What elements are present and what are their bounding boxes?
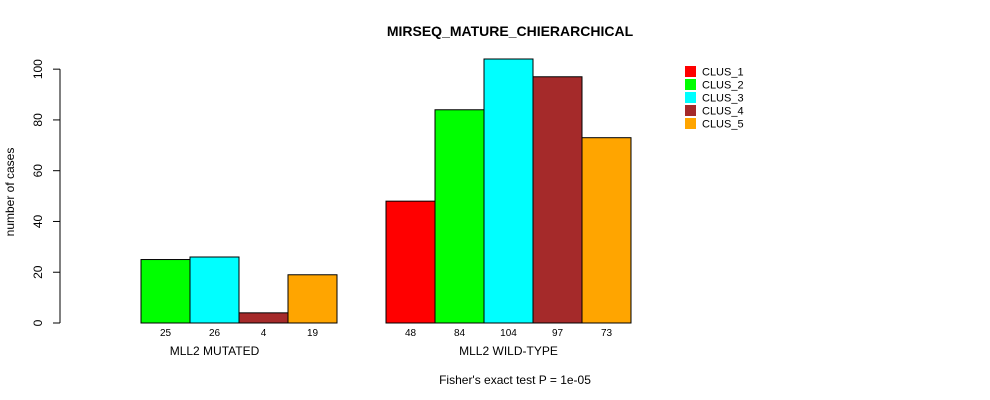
legend-label: CLUS_5 xyxy=(702,119,744,131)
bar-count-label: 4 xyxy=(261,328,267,339)
bar-clus_5-wild-type xyxy=(581,137,632,324)
legend-label: CLUS_3 xyxy=(702,93,744,105)
y-tick-label: 80 xyxy=(31,113,45,127)
bars xyxy=(140,58,632,324)
bar-clus_3-wild-type xyxy=(483,58,534,324)
y-tick-label: 40 xyxy=(31,214,45,228)
bar-clus_2-mutated xyxy=(140,259,191,324)
bar-clus_4-wild-type xyxy=(532,76,583,324)
bar-clus_5-mutated xyxy=(287,274,338,324)
group-label: MLL2 MUTATED xyxy=(170,344,260,358)
bar-count-label: 19 xyxy=(307,328,319,339)
bar-count-label: 25 xyxy=(160,328,172,339)
group-label: MLL2 WILD-TYPE xyxy=(459,344,558,358)
fisher-test-footnote: Fisher's exact test P = 1e-05 xyxy=(439,373,591,387)
bar-count-label: 73 xyxy=(601,328,613,339)
y-tick-label: 0 xyxy=(31,319,45,326)
y-tick-label: 100 xyxy=(31,59,45,79)
bar-clus_3-mutated xyxy=(189,256,240,324)
bar-clus_4-mutated xyxy=(238,312,289,324)
legend-swatch xyxy=(685,118,696,129)
y-tick-label: 60 xyxy=(31,164,45,178)
bar-count-label: 104 xyxy=(500,328,517,339)
legend-label: CLUS_4 xyxy=(702,106,744,118)
bar-clus_1-wild-type xyxy=(385,200,436,324)
group-labels: MLL2 MUTATED MLL2 WILD-TYPE xyxy=(170,344,558,358)
y-tick-label: 20 xyxy=(31,265,45,279)
chart-title: MIRSEQ_MATURE_CHIERARCHICAL xyxy=(387,23,634,39)
legend-label: CLUS_1 xyxy=(702,67,744,79)
bar-count-label: 97 xyxy=(552,328,564,339)
legend-swatch xyxy=(685,79,696,90)
legend-swatch xyxy=(685,66,696,77)
y-axis: 0 20 40 60 80 100 xyxy=(31,59,61,326)
bar-count-label: 26 xyxy=(209,328,221,339)
count-labels: 25 26 4 19 48 84 104 97 73 xyxy=(160,328,613,339)
y-axis-label: number of cases xyxy=(3,148,17,237)
bar-clus_2-wild-type xyxy=(434,109,485,324)
legend-label: CLUS_2 xyxy=(702,80,744,92)
bar-count-label: 84 xyxy=(454,328,466,339)
legend-swatch xyxy=(685,92,696,103)
legend-swatch xyxy=(685,105,696,116)
bar-count-label: 48 xyxy=(405,328,417,339)
